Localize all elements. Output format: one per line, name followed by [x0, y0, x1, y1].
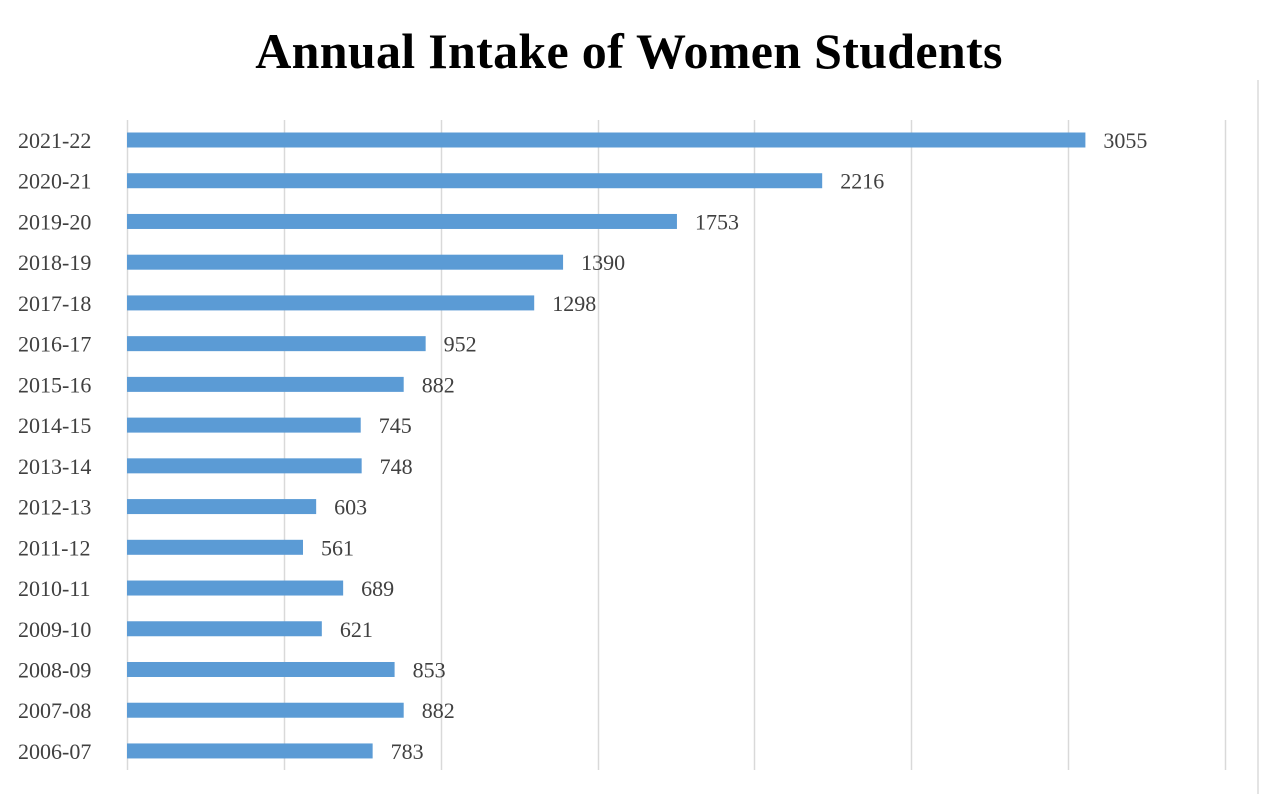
data-label: 1298 — [552, 291, 596, 316]
category-label: 2010-11 — [18, 576, 91, 601]
category-label: 2020-21 — [18, 169, 91, 194]
data-label: 853 — [413, 657, 446, 682]
chart-title: Annual Intake of Women Students — [255, 23, 1003, 79]
bar — [127, 661, 395, 677]
data-label: 2216 — [840, 169, 884, 194]
bar — [127, 132, 1086, 148]
category-label: 2011-12 — [18, 535, 91, 560]
bar — [127, 417, 361, 433]
data-label: 952 — [444, 332, 477, 357]
category-label: 2006-07 — [18, 739, 91, 764]
category-label: 2019-20 — [18, 209, 91, 234]
data-label: 561 — [321, 535, 354, 560]
bar — [127, 376, 404, 392]
data-label: 882 — [422, 698, 455, 723]
data-label: 783 — [391, 739, 424, 764]
bar — [127, 295, 535, 311]
category-label: 2008-09 — [18, 657, 91, 682]
bar — [127, 621, 322, 637]
data-label: 689 — [361, 576, 394, 601]
data-label: 3055 — [1103, 128, 1147, 153]
data-label: 1390 — [581, 250, 625, 275]
bar — [127, 743, 373, 759]
data-label: 603 — [334, 495, 367, 520]
bars — [127, 132, 1086, 759]
category-labels: 2021-22 2020-21 2019-20 2018-19 2017-18 2016-… — [18, 128, 91, 764]
category-label: 2013-14 — [18, 454, 91, 479]
data-label: 1753 — [695, 209, 739, 234]
bar — [127, 499, 317, 515]
bar — [127, 254, 564, 270]
category-label: 2021-22 — [18, 128, 91, 153]
data-labels: 3055 2216 1753 1390 1298 952 882 745 748 603 561 68… — [321, 128, 1147, 764]
data-label: 748 — [380, 454, 413, 479]
category-label: 2012-13 — [18, 495, 91, 520]
data-label: 621 — [340, 617, 373, 642]
panel-edge — [1257, 80, 1259, 794]
bar — [127, 458, 362, 474]
data-label: 745 — [379, 413, 412, 438]
category-label: 2009-10 — [18, 617, 91, 642]
bar — [127, 702, 404, 718]
data-label: 882 — [422, 372, 455, 397]
category-label: 2007-08 — [18, 698, 91, 723]
category-label: 2018-19 — [18, 250, 91, 275]
bar — [127, 539, 303, 555]
bar — [127, 213, 677, 229]
category-label: 2014-15 — [18, 413, 91, 438]
bar — [127, 336, 426, 352]
category-label: 2016-17 — [18, 332, 91, 357]
category-label: 2015-16 — [18, 372, 91, 397]
category-label: 2017-18 — [18, 291, 91, 316]
bar — [127, 580, 344, 596]
bar — [127, 173, 823, 189]
